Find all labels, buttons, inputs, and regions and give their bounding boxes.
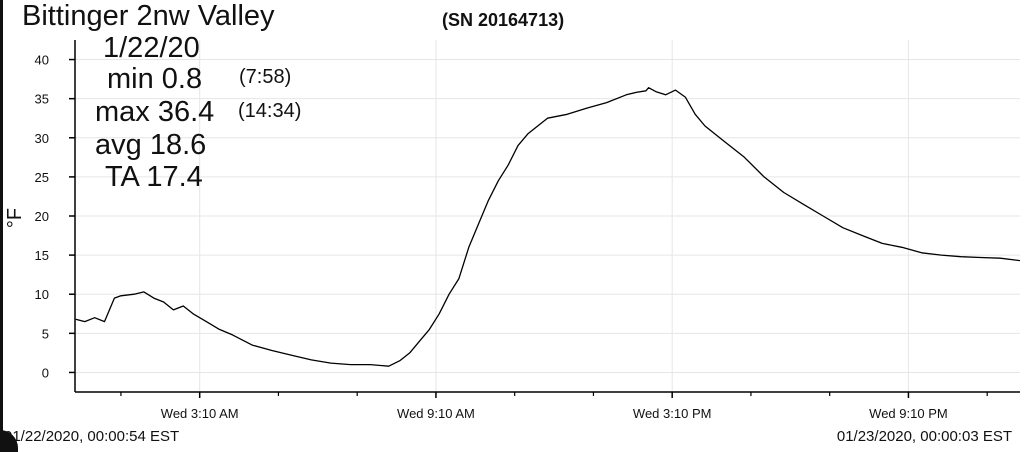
- stat-min-time: (7:58): [239, 66, 292, 88]
- stat-avg: avg 18.6: [95, 129, 207, 161]
- y-tick-label: 0: [42, 365, 49, 380]
- x-tick-label: Wed 9:10 PM: [869, 406, 948, 421]
- y-tick-label: 30: [35, 131, 49, 146]
- y-tick-label: 25: [35, 170, 49, 185]
- stat-ta: TA 17.4: [105, 161, 203, 193]
- window-left-edge: [0, 0, 3, 452]
- series-group: [75, 87, 1021, 367]
- y-tick-label: 15: [35, 248, 49, 263]
- x-tick-label: Wed 3:10 AM: [161, 406, 239, 421]
- x-axis-ticks: Wed 3:10 AM Wed 9:10 AM Wed 3:10 PM Wed 9:1…: [120, 392, 988, 421]
- window-corner: [0, 430, 18, 452]
- stat-max-time: (14:34): [238, 100, 302, 122]
- y-tick-label: 35: [35, 92, 49, 107]
- y-axis-label: °F: [4, 207, 26, 229]
- stat-date: 1/22/20: [103, 32, 200, 64]
- grid-lines: [75, 40, 1020, 392]
- stat-max: max 36.4: [95, 96, 215, 128]
- x-tick-label: Wed 9:10 AM: [397, 406, 475, 421]
- serial-number: (SN 20164713): [442, 10, 565, 30]
- y-tick-label: 40: [35, 53, 49, 68]
- range-start-timestamp: 01/22/2020, 00:00:54 EST: [4, 428, 180, 445]
- series-line-temperature: [75, 87, 1021, 367]
- chart-title: Bittinger 2nw Valley: [22, 0, 275, 32]
- range-end-timestamp: 01/23/2020, 00:00:03 EST: [836, 428, 1012, 445]
- y-tick-label: 10: [35, 287, 49, 302]
- y-tick-label: 5: [42, 326, 49, 341]
- stat-min: min 0.8: [107, 63, 203, 95]
- y-tick-label: 20: [35, 209, 49, 224]
- x-tick-label: Wed 3:10 PM: [633, 406, 712, 421]
- y-axis-ticks: 0 5 10 15 20 25 30 35 40: [35, 53, 75, 380]
